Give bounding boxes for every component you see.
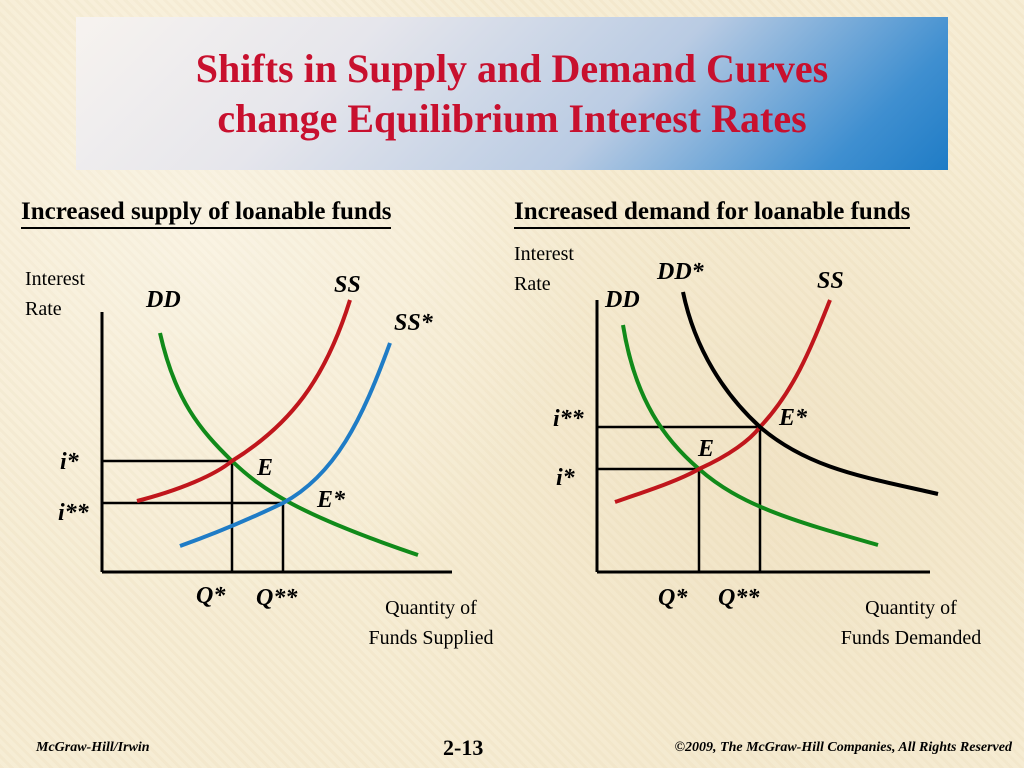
right-initial-rate-label: i* <box>556 465 575 491</box>
right-x-axis-label-line-2: Funds Demanded <box>840 627 982 649</box>
right-new-quantity-label: Q** <box>718 585 760 611</box>
left-supply-curve-ss <box>136 299 352 503</box>
right-y-axis-label-line-2: Rate <box>514 273 551 295</box>
right-new-rate-label: i** <box>553 406 584 432</box>
footer-copyright: ©2009, The McGraw-Hill Companies, All Ri… <box>674 740 1012 755</box>
left-new-quantity-label: Q** <box>256 585 298 611</box>
left-new-rate-label: i** <box>58 500 89 526</box>
left-demand-curve-label: DD <box>146 287 181 313</box>
left-y-axis-label-line-2: Rate <box>25 298 62 320</box>
right-diagram <box>595 291 939 574</box>
title-banner: Shifts in Supply and Demand Curves chang… <box>76 17 948 170</box>
right-equilibrium-label: E <box>698 436 715 462</box>
left-shifted-supply-curve-label: SS* <box>394 310 433 336</box>
right-new-equilibrium-label: E* <box>779 405 808 431</box>
left-panel-heading: Increased supply of loanable funds <box>21 196 392 229</box>
left-initial-quantity-label: Q* <box>196 583 226 609</box>
footer-publisher: McGraw-Hill/Irwin <box>36 740 150 755</box>
left-new-equilibrium-label: E* <box>317 487 346 513</box>
left-shifted-supply-curve-ss-star <box>179 342 392 548</box>
right-supply-curve-label: SS <box>817 268 844 294</box>
title-line-1: Shifts in Supply and Demand Curves <box>195 45 829 91</box>
right-supply-curve-ss <box>614 299 832 504</box>
footer-page-number: 2-13 <box>443 735 484 760</box>
right-initial-quantity-label: Q* <box>658 585 688 611</box>
left-initial-rate-label: i* <box>60 449 79 475</box>
title-line-2: change Equilibrium Interest Rates <box>217 95 807 141</box>
right-demand-curve-label: DD <box>605 287 640 313</box>
left-x-axis-label-line-2: Funds Supplied <box>368 627 494 649</box>
right-x-axis-label-line-1: Quantity of <box>865 597 957 619</box>
right-shifted-demand-curve-label: DD* <box>657 259 704 285</box>
right-y-axis-label-line-1: Interest <box>514 243 574 265</box>
left-x-axis-label-line-1: Quantity of <box>385 597 477 619</box>
left-supply-curve-label: SS <box>334 272 361 298</box>
left-y-axis-label-line-1: Interest <box>25 268 85 290</box>
left-diagram <box>100 299 452 574</box>
left-equilibrium-label: E <box>257 455 274 481</box>
right-panel-heading: Increased demand for loanable funds <box>514 196 911 229</box>
right-shifted-demand-curve-dd-star <box>681 291 939 496</box>
